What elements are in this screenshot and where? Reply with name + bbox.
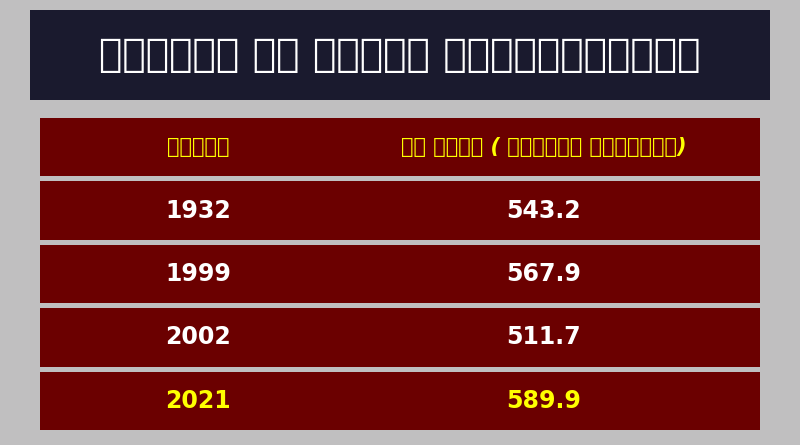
Text: 1999: 1999 bbox=[166, 262, 231, 286]
Text: 543.2: 543.2 bbox=[506, 198, 582, 222]
Bar bbox=[40, 182, 760, 240]
Bar bbox=[40, 245, 760, 303]
Bar bbox=[40, 118, 760, 176]
Text: മഴ അളവ് ( മില്ലി മീറ്റര്): മഴ അളവ് ( മില്ലി മീറ്റര്) bbox=[402, 137, 686, 157]
Bar bbox=[40, 372, 760, 430]
Bar bbox=[40, 308, 760, 367]
Text: 1932: 1932 bbox=[166, 198, 231, 222]
Text: 511.7: 511.7 bbox=[506, 325, 582, 349]
Text: 2002: 2002 bbox=[166, 325, 231, 349]
Text: വര്ഷം: വര്ഷം bbox=[167, 137, 230, 157]
Bar bbox=[30, 10, 770, 100]
Text: കനത്ത് മഴ പെയ്ത ഒക്ടോബരുകള്‍: കനത്ത് മഴ പെയ്ത ഒക്ടോബരുകള്‍ bbox=[99, 36, 701, 74]
Text: 567.9: 567.9 bbox=[506, 262, 582, 286]
Text: 2021: 2021 bbox=[166, 389, 231, 413]
Text: 589.9: 589.9 bbox=[506, 389, 582, 413]
